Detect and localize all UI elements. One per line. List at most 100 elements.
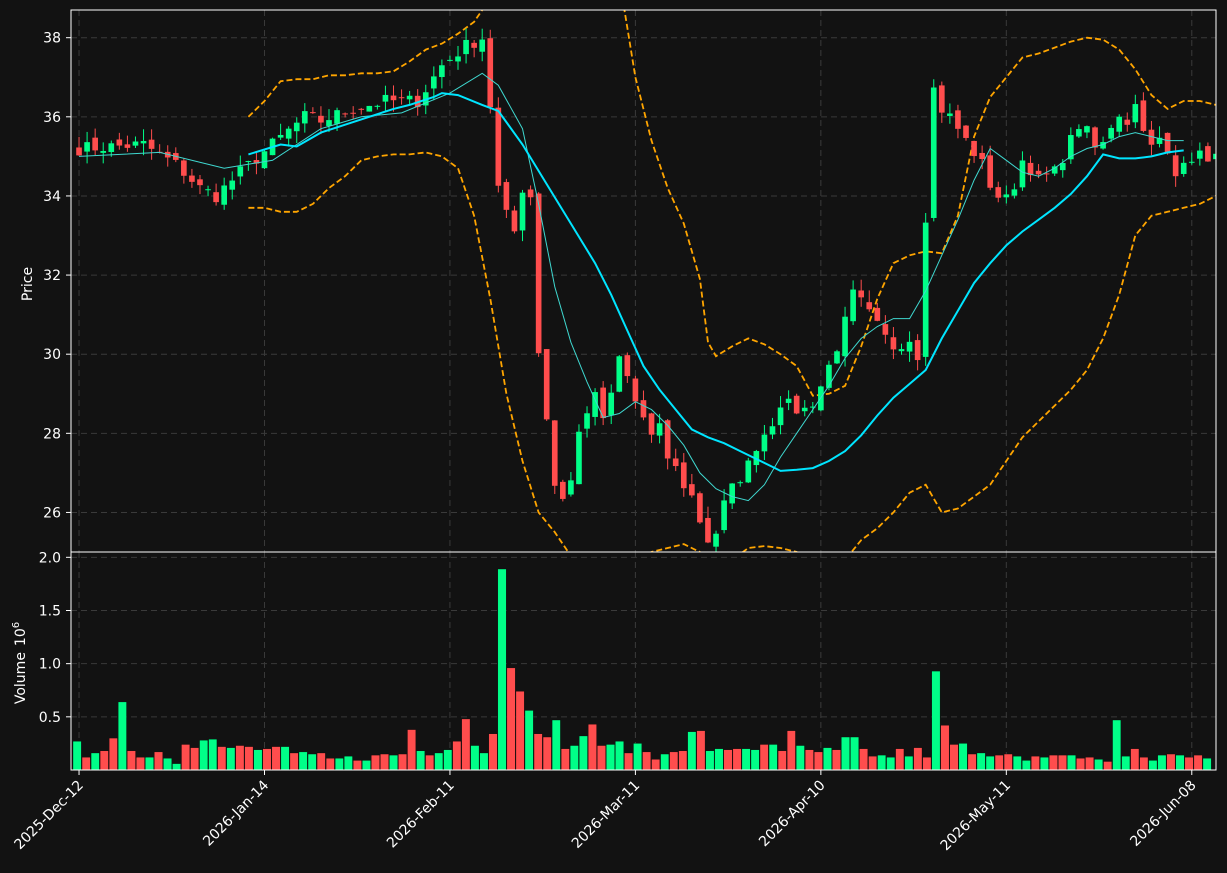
candle-body [1076,129,1082,137]
volume-bar [1166,753,1176,771]
candle-body [616,356,623,392]
candle-body [648,413,655,435]
volume-bar [832,749,841,771]
candle-body [374,105,381,107]
volume-bar [1085,757,1094,771]
candle-body [898,349,905,352]
volume-bar [262,748,272,771]
candle-body [503,182,510,210]
candle-body [124,144,131,148]
candle-body [858,290,865,298]
volume-bar [353,760,362,771]
volume-bar [551,719,561,771]
volume-bar [922,757,932,771]
candle-body [463,39,469,55]
volume-axis-label-scale: 10 [13,628,29,646]
candle-body [293,122,300,132]
short-moving-average-line [78,72,1184,502]
volume-bar [127,750,136,771]
candle-body [100,150,107,153]
volume-bar [1103,761,1112,771]
candle-body [1051,166,1058,174]
candle-body [882,324,889,335]
volume-bar [289,752,299,771]
volume-bar [470,745,480,771]
candle-body [116,139,123,146]
volume-bar [533,733,543,771]
candle-body [430,76,437,89]
candle-body [568,480,574,495]
volume-bar [714,748,724,771]
volume-bar [976,752,986,771]
candle-body [850,289,856,322]
candle-body [285,128,292,139]
volume-bar [181,744,190,771]
candle-body [1188,161,1195,163]
price-tick-label: 32 [43,268,61,284]
candle-body [1156,137,1163,144]
volume-bar [868,756,877,771]
candle-body [455,56,461,62]
candle-body [527,189,534,198]
moving-averages [78,72,1184,502]
candle-body [148,139,155,149]
volume-bar [1031,756,1040,771]
upper-band-line [247,10,1216,397]
volume-bar [805,749,814,771]
candle-body [874,307,881,321]
candle-body [140,140,147,144]
candle-body [261,151,268,169]
candle-body [495,107,502,186]
candle-body [398,97,405,99]
candle-body [705,517,711,543]
volume-bar [335,758,344,771]
volume-bar [443,749,453,771]
volume-bar [741,748,751,771]
candle-body [245,161,252,163]
price-tick-label: 26 [43,505,61,521]
candle-body [938,85,945,113]
candle-body [229,180,236,190]
volume-bar [1130,748,1140,771]
volume-bar [1139,757,1149,771]
price-y-axis-ticks: 26 28 30 32 34 36 38 [43,31,71,521]
volume-bar [1040,757,1049,771]
candle-body [92,137,98,151]
price-tick-label: 36 [43,110,61,126]
candle-body [197,179,203,186]
volume-bar [750,749,760,771]
candle-body [809,406,816,408]
volume-bars [72,568,1212,771]
candle-body [995,187,1002,198]
volume-bar [389,754,398,771]
volume-bar [479,752,489,771]
volume-bar [1022,760,1031,771]
volume-bar [850,736,859,771]
volume-bar [931,670,941,771]
volume-bar [759,744,769,771]
candle-body [221,185,227,205]
volume-bar [163,758,172,771]
candle-body [689,484,695,496]
volume-bar [1193,754,1203,771]
candle-body [1148,129,1155,145]
candle-body [1027,162,1034,176]
volume-bar [660,753,670,771]
volume-bar [1148,760,1158,771]
candle-body [914,340,921,361]
volume-bar [886,757,896,771]
volume-bar [877,754,886,771]
volume-y-axis-ticks: 0.5 1.0 1.5 2.0 [39,550,71,726]
candle-body [1172,155,1179,177]
volume-bar [362,760,371,771]
candle-body [1124,119,1131,125]
candle-body [551,420,558,486]
candle-body [310,112,316,114]
volume-bar [796,745,805,771]
volume-bar [768,744,778,771]
candle-body [1140,100,1147,131]
volume-bar [615,741,624,771]
candle-body [584,413,590,429]
volume-bar [560,748,570,771]
